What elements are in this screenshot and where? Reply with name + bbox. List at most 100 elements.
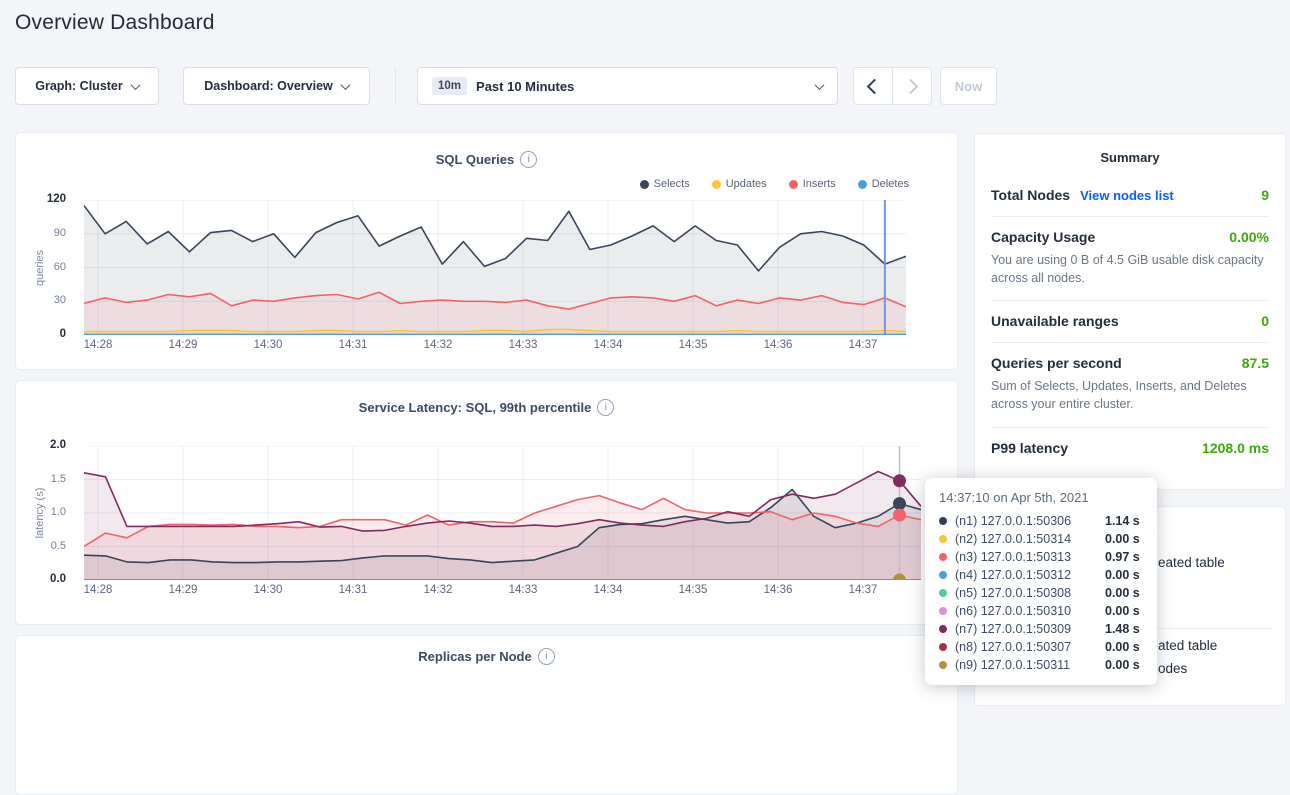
- y-tick-label: 90: [16, 227, 66, 239]
- x-tick-label: 14:33: [509, 339, 538, 351]
- summary-row-total-nodes: Total Nodes View nodes list 9: [991, 175, 1269, 216]
- tooltip-row: (n6) 127.0.0.1:503100.00 s: [939, 602, 1143, 620]
- controls-divider: [395, 67, 396, 105]
- chevron-left-icon: [867, 78, 883, 94]
- y-tick-label: 30: [16, 294, 66, 306]
- x-tick-label: 14:30: [254, 584, 283, 596]
- now-button-label: Now: [955, 79, 982, 94]
- series-color-dot-icon: [858, 180, 867, 189]
- y-tick-label: 2.0: [16, 439, 66, 451]
- event-row-fragment: ated table: [1158, 638, 1217, 653]
- chart-legend: Selects Updates Inserts Deletes: [640, 178, 909, 190]
- x-tick-label: 14:36: [764, 339, 793, 351]
- node-color-dot-icon: [939, 517, 947, 525]
- node-color-dot-icon: [939, 643, 947, 651]
- time-window-badge: 10m: [432, 77, 467, 95]
- node-color-dot-icon: [939, 607, 947, 615]
- time-prev-button[interactable]: [854, 68, 893, 104]
- node-color-dot-icon: [939, 661, 947, 669]
- info-icon[interactable]: i: [538, 648, 555, 665]
- summary-heading: Summary: [975, 134, 1285, 165]
- dashboard-dropdown[interactable]: Dashboard: Overview: [183, 67, 370, 105]
- tooltip-node-label: (n4) 127.0.0.1:50312: [955, 568, 1105, 582]
- time-range-picker[interactable]: 10m Past 10 Minutes: [417, 67, 838, 105]
- now-button[interactable]: Now: [940, 67, 997, 105]
- chart-title: Replicas per Node: [418, 649, 531, 664]
- event-row-fragment: eated table: [1158, 555, 1225, 570]
- info-icon[interactable]: i: [520, 151, 537, 168]
- chevron-down-icon: [815, 80, 825, 90]
- y-tick-label: 120: [16, 193, 66, 205]
- tooltip-row: (n1) 127.0.0.1:503061.14 s: [939, 512, 1143, 530]
- tooltip-row: (n5) 127.0.0.1:503080.00 s: [939, 584, 1143, 602]
- x-tick-label: 14:29: [169, 584, 198, 596]
- x-axis-ticks: 14:2814:2914:3014:3114:3214:3314:3414:35…: [84, 584, 936, 600]
- tooltip-timestamp: 14:37:10 on Apr 5th, 2021: [939, 490, 1143, 505]
- tooltip-node-value: 0.00 s: [1105, 586, 1140, 600]
- x-axis-ticks: 14:2814:2914:3014:3114:3214:3314:3414:35…: [84, 339, 921, 355]
- series-color-dot-icon: [640, 180, 649, 189]
- x-tick-label: 14:35: [679, 339, 708, 351]
- x-tick-label: 14:30: [254, 339, 283, 351]
- tooltip-row: (n3) 127.0.0.1:503130.97 s: [939, 548, 1143, 566]
- x-tick-label: 14:36: [764, 584, 793, 596]
- tooltip-node-value: 0.00 s: [1105, 604, 1140, 618]
- summary-description: Sum of Selects, Updates, Inserts, and De…: [991, 377, 1269, 413]
- summary-value: 1208.0 ms: [1202, 440, 1269, 456]
- chevron-right-icon: [903, 78, 919, 94]
- summary-label: Total Nodes: [991, 187, 1070, 203]
- summary-row-unavailable-ranges: Unavailable ranges 0: [991, 300, 1269, 342]
- tooltip-node-value: 0.00 s: [1105, 658, 1140, 672]
- page-title: Overview Dashboard: [15, 11, 215, 35]
- chart-card-service-latency: Service Latency: SQL, 99th percentile i …: [15, 380, 958, 625]
- legend-item[interactable]: Deletes: [858, 178, 909, 190]
- y-tick-label: 0: [16, 328, 66, 340]
- chart-plot[interactable]: [84, 446, 921, 580]
- graph-dropdown[interactable]: Graph: Cluster: [15, 67, 159, 105]
- tooltip-node-value: 0.00 s: [1105, 568, 1140, 582]
- legend-item[interactable]: Updates: [712, 178, 767, 190]
- tooltip-node-value: 0.97 s: [1105, 550, 1140, 564]
- legend-item[interactable]: Selects: [640, 178, 690, 190]
- summary-row-capacity-usage: Capacity Usage 0.00% You are using 0 B o…: [991, 216, 1269, 300]
- summary-row-queries-per-second: Queries per second 87.5 Sum of Selects, …: [991, 342, 1269, 426]
- summary-value: 0.00%: [1229, 229, 1269, 245]
- chevron-down-icon: [130, 80, 140, 90]
- tooltip-row: (n7) 127.0.0.1:503091.48 s: [939, 620, 1143, 638]
- y-tick-label: 1.5: [16, 473, 66, 485]
- series-color-dot-icon: [712, 180, 721, 189]
- tooltip-node-label: (n5) 127.0.0.1:50308: [955, 586, 1105, 600]
- summary-label: Queries per second: [991, 355, 1122, 371]
- info-icon[interactable]: i: [597, 399, 614, 416]
- x-tick-label: 14:34: [594, 339, 623, 351]
- y-tick-label: 60: [16, 261, 66, 273]
- summary-value: 87.5: [1242, 355, 1269, 371]
- node-color-dot-icon: [939, 589, 947, 597]
- time-next-button[interactable]: [893, 68, 931, 104]
- time-window-label: Past 10 Minutes: [476, 79, 574, 94]
- tooltip-node-value: 0.00 s: [1105, 532, 1140, 546]
- x-tick-label: 14:29: [169, 339, 198, 351]
- x-tick-label: 14:28: [84, 584, 113, 596]
- x-tick-label: 14:33: [509, 584, 538, 596]
- tooltip-node-value: 1.14 s: [1105, 514, 1140, 528]
- node-color-dot-icon: [939, 571, 947, 579]
- x-tick-label: 14:35: [679, 584, 708, 596]
- tooltip-row: (n4) 127.0.0.1:503120.00 s: [939, 566, 1143, 584]
- summary-row-p99-latency: P99 latency 1208.0 ms: [991, 427, 1269, 469]
- summary-label: P99 latency: [991, 440, 1068, 456]
- hover-tooltip: 14:37:10 on Apr 5th, 2021 (n1) 127.0.0.1…: [925, 478, 1157, 685]
- legend-item[interactable]: Inserts: [789, 178, 836, 190]
- x-tick-label: 14:31: [339, 584, 368, 596]
- x-tick-label: 14:31: [339, 339, 368, 351]
- tooltip-node-label: (n1) 127.0.0.1:50306: [955, 514, 1105, 528]
- x-tick-label: 14:32: [424, 584, 453, 596]
- node-color-dot-icon: [939, 553, 947, 561]
- node-color-dot-icon: [939, 625, 947, 633]
- event-row-fragment: odes: [1158, 661, 1187, 676]
- view-nodes-link[interactable]: View nodes list: [1080, 188, 1174, 203]
- x-tick-label: 14:28: [84, 339, 113, 351]
- series-color-dot-icon: [789, 180, 798, 189]
- chart-plot[interactable]: [84, 200, 906, 335]
- tooltip-rows: (n1) 127.0.0.1:503061.14 s(n2) 127.0.0.1…: [939, 512, 1143, 674]
